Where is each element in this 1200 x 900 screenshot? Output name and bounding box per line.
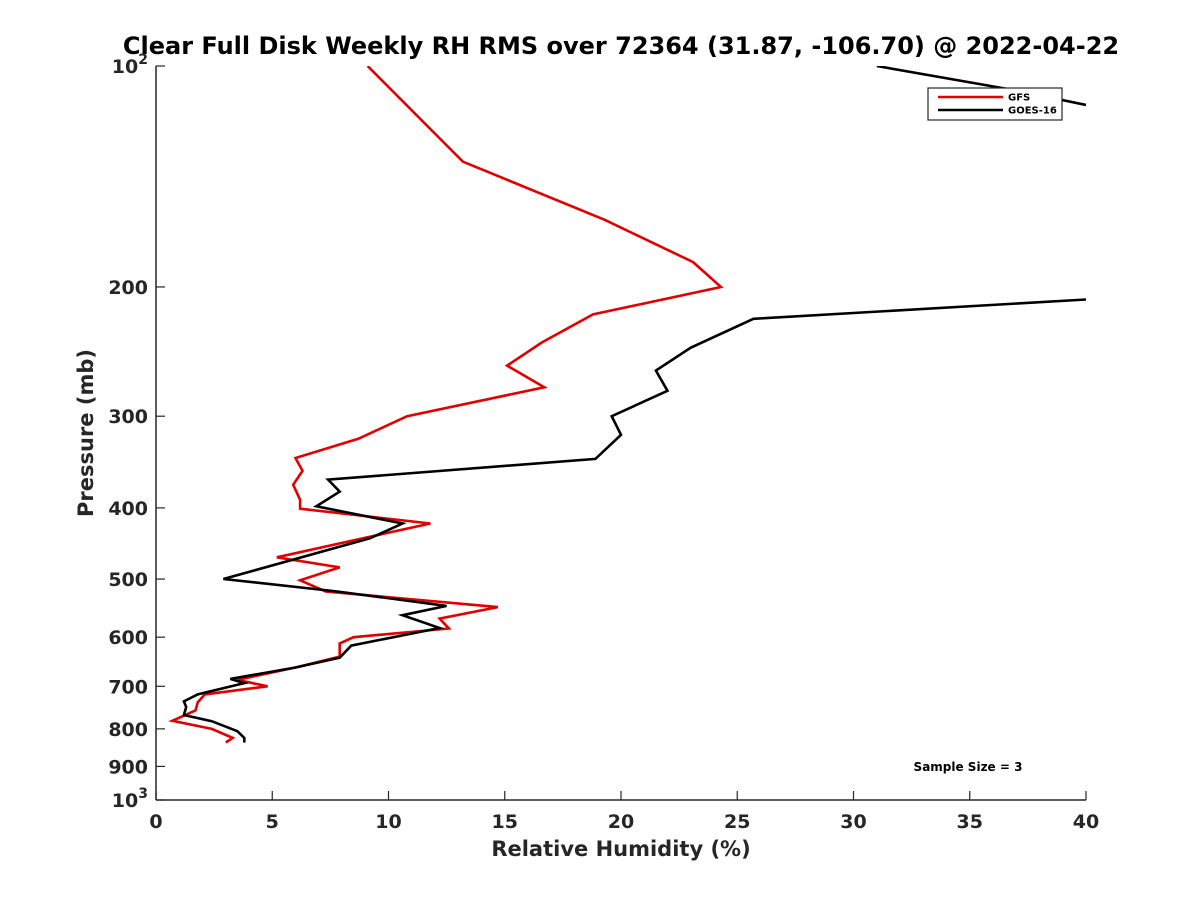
x-tick-label: 10 bbox=[375, 811, 401, 833]
y-tick-label: 102 bbox=[112, 52, 148, 78]
x-tick-label: 20 bbox=[608, 811, 634, 833]
series-line-goes-16-2 bbox=[182, 298, 1086, 743]
series-line-gfs-0 bbox=[168, 66, 724, 744]
x-ticks: 0 5 10 15 20 25 30 35 40 bbox=[149, 791, 1099, 833]
y-axis-label: Pressure (mb) bbox=[74, 349, 98, 517]
y-tick-label: 103 bbox=[112, 786, 148, 812]
legend: GFS GOES-16 bbox=[927, 87, 1063, 121]
x-tick-label: 5 bbox=[266, 811, 279, 833]
y-tick-label: 500 bbox=[108, 569, 148, 591]
y-tick-label: 900 bbox=[108, 756, 148, 778]
legend-label-gfs: GFS bbox=[1008, 93, 1030, 104]
legend-box bbox=[927, 87, 1063, 121]
x-tick-label: 25 bbox=[724, 811, 750, 833]
y-ticks: 102 200 300 400 500 600 700 800 900 103 bbox=[108, 52, 165, 812]
y-tick-label: 800 bbox=[108, 719, 148, 741]
x-tick-label: 35 bbox=[957, 811, 983, 833]
y-tick-label: 400 bbox=[108, 498, 148, 520]
x-axis-label: Relative Humidity (%) bbox=[491, 837, 750, 861]
x-tick-label: 30 bbox=[840, 811, 866, 833]
chart-title: Clear Full Disk Weekly RH RMS over 72364… bbox=[123, 32, 1119, 60]
y-tick-label: 300 bbox=[108, 406, 148, 428]
x-tick-label: 0 bbox=[149, 811, 162, 833]
legend-label-goes16: GOES-16 bbox=[1008, 106, 1057, 117]
sample-size-annotation: Sample Size = 3 bbox=[914, 760, 1023, 774]
x-tick-label: 15 bbox=[492, 811, 518, 833]
x-tick-label: 40 bbox=[1073, 811, 1099, 833]
y-tick-label: 600 bbox=[108, 627, 148, 649]
y-tick-label: 200 bbox=[108, 277, 148, 299]
y-tick-label: 700 bbox=[108, 676, 148, 698]
